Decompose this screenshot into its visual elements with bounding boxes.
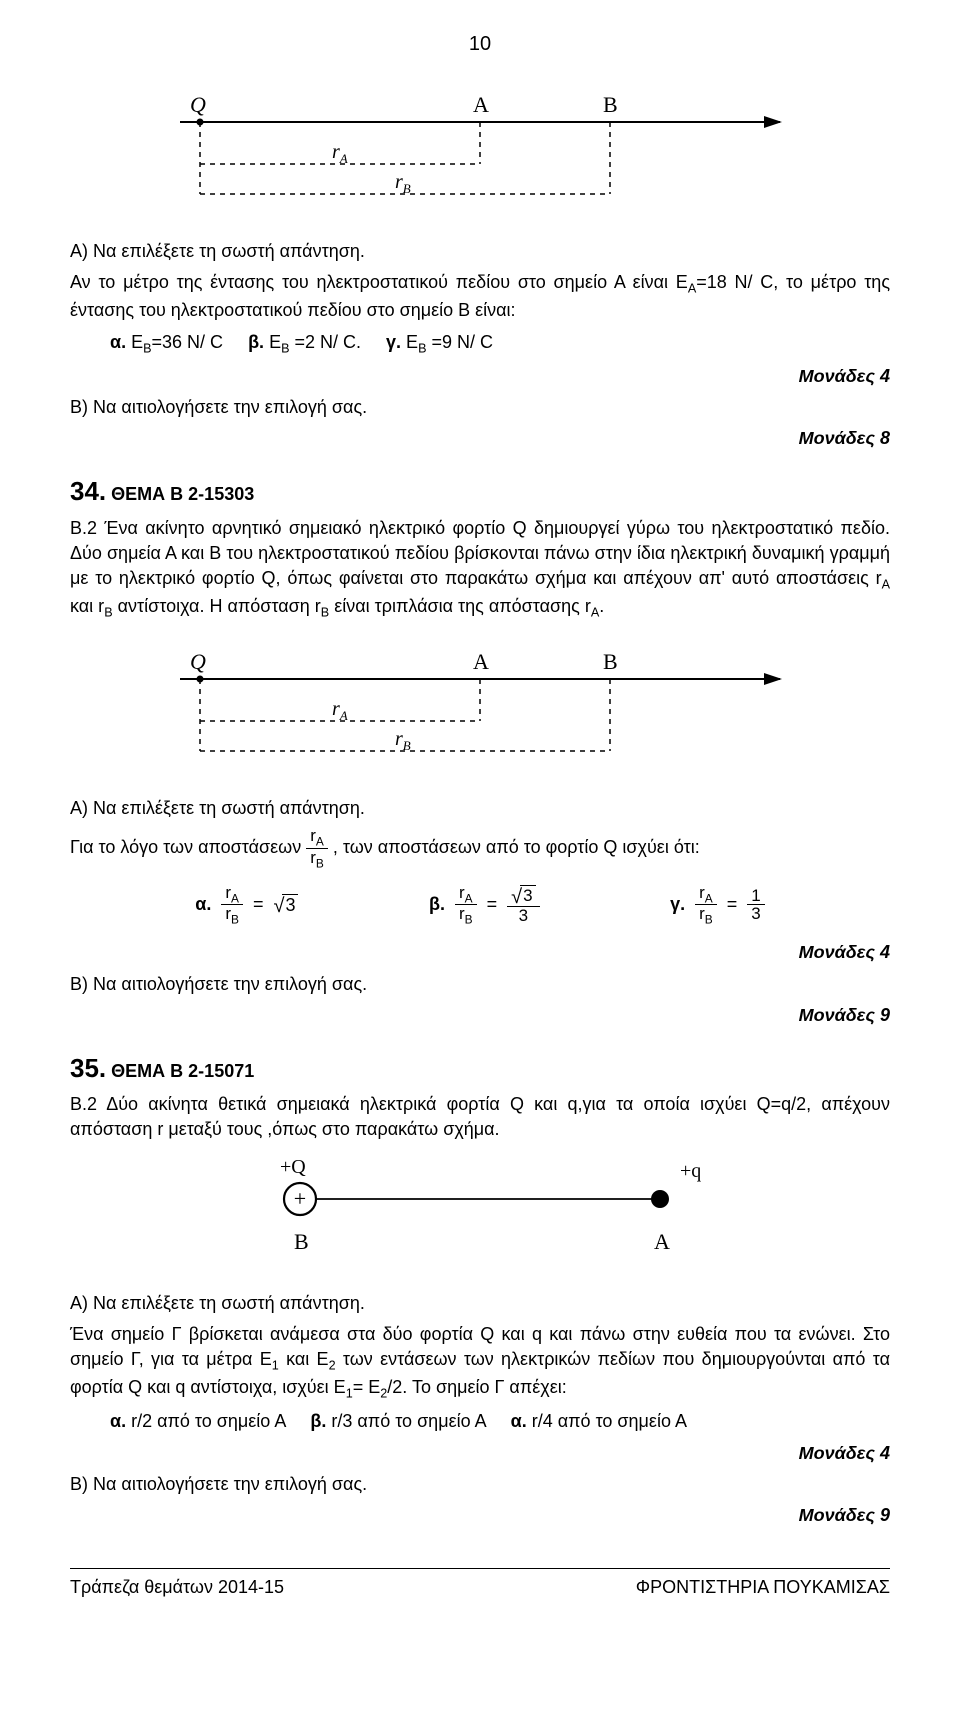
q34-2-body: Β.2 Ένα ακίνητο αρνητικό σημειακό ηλεκτρ…: [70, 516, 890, 623]
svg-text:Q: Q: [190, 649, 206, 674]
q35-body2: Ένα σημείο Γ βρίσκεται ανάμεσα στα δύο φ…: [70, 1322, 890, 1404]
diagram1-A: A: [473, 92, 489, 117]
monades-4-a: Μονάδες 4: [70, 364, 890, 389]
monades-4-b: Μονάδες 4: [70, 940, 890, 965]
diagram-q-ab-1: Q A B rA rB: [140, 72, 820, 217]
diagram-q-ab-2: Q A B rA rB: [140, 629, 820, 774]
svg-text:+Q: +Q: [280, 1156, 306, 1178]
q35-select-correct: Α) Να επιλέξετε τη σωστή απάντηση.: [70, 1291, 890, 1316]
page-number: 10: [70, 30, 890, 58]
diagram1-rB: rB: [395, 171, 411, 196]
svg-text:+q: +q: [680, 1160, 701, 1182]
diagram1-rA: rA: [332, 141, 348, 166]
q34-2-select-correct: Α) Να επιλέξετε τη σωστή απάντηση.: [70, 796, 890, 821]
footer-right: ΦΡΟΝΤΙΣΤΗΡΙΑ ΠΟΥΚΑΜΙΣΑΣ: [636, 1575, 890, 1600]
footer-left: Τράπεζα θεμάτων 2014-15: [70, 1575, 284, 1600]
q34-2-opt-b: β. rA rB = √3 3: [429, 884, 540, 927]
page-container: 10 Q A B rA rB Α) Να επιλέξετε τη σωστή …: [0, 0, 960, 1640]
q34-2-ratio-line: Για το λόγο των αποστάσεων rA rB , των α…: [70, 827, 890, 870]
monades-9-a: Μονάδες 9: [70, 1003, 890, 1028]
q34-2-justify-b: Β) Να αιτιολογήσετε την επιλογή σας.: [70, 972, 890, 997]
section-34-head: 34. ΘΕΜΑ Β 2-15303: [70, 473, 890, 509]
frac-rA-rB: rA rB: [306, 827, 328, 870]
q34-justify-b: Β) Να αιτιολογήσετε την επιλογή σας.: [70, 395, 890, 420]
diagram-two-charges: + +Q +q B A: [180, 1149, 780, 1269]
monades-9-b: Μονάδες 9: [70, 1503, 890, 1528]
q35-options: α. r/2 από το σημείο Α β. r/3 από το σημ…: [110, 1409, 890, 1434]
q34-2-eq-options: α. rA rB = √3 β. rA rB = √3 3 γ. rA r: [130, 884, 830, 927]
q35-body: Β.2 Δύο ακίνητα θετικά σημειακά ηλεκτρικ…: [70, 1092, 890, 1142]
svg-text:B: B: [603, 649, 618, 674]
q35-justify-b: Β) Να αιτιολογήσετε την επιλογή σας.: [70, 1472, 890, 1497]
svg-text:A: A: [473, 649, 489, 674]
svg-text:B: B: [294, 1229, 309, 1254]
diagram1-Q: Q: [190, 92, 206, 117]
page-footer: Τράπεζα θεμάτων 2014-15 ΦΡΟΝΤΙΣΤΗΡΙΑ ΠΟΥ…: [70, 1568, 890, 1600]
diagram1-B: B: [603, 92, 618, 117]
monades-4-c: Μονάδες 4: [70, 1441, 890, 1466]
q34-options: α. ΕΒ=36 N/ C β. ΕΒ =2 N/ C. γ. ΕΒ =9 N/…: [110, 330, 890, 358]
section-35-head: 35. ΘΕΜΑ Β 2-15071: [70, 1050, 890, 1086]
q34-body: Αν το μέτρο της έντασης του ηλεκτροστατι…: [70, 270, 890, 323]
svg-text:+: +: [294, 1186, 306, 1211]
q34-2-opt-c: γ. rA rB = 1 3: [670, 884, 765, 927]
monades-8: Μονάδες 8: [70, 426, 890, 451]
svg-text:A: A: [654, 1229, 670, 1254]
q34-2-opt-a: α. rA rB = √3: [195, 884, 298, 927]
svg-text:rB: rB: [395, 728, 411, 753]
svg-text:rA: rA: [332, 698, 348, 723]
q34-select-correct: Α) Να επιλέξετε τη σωστή απάντηση.: [70, 239, 890, 264]
